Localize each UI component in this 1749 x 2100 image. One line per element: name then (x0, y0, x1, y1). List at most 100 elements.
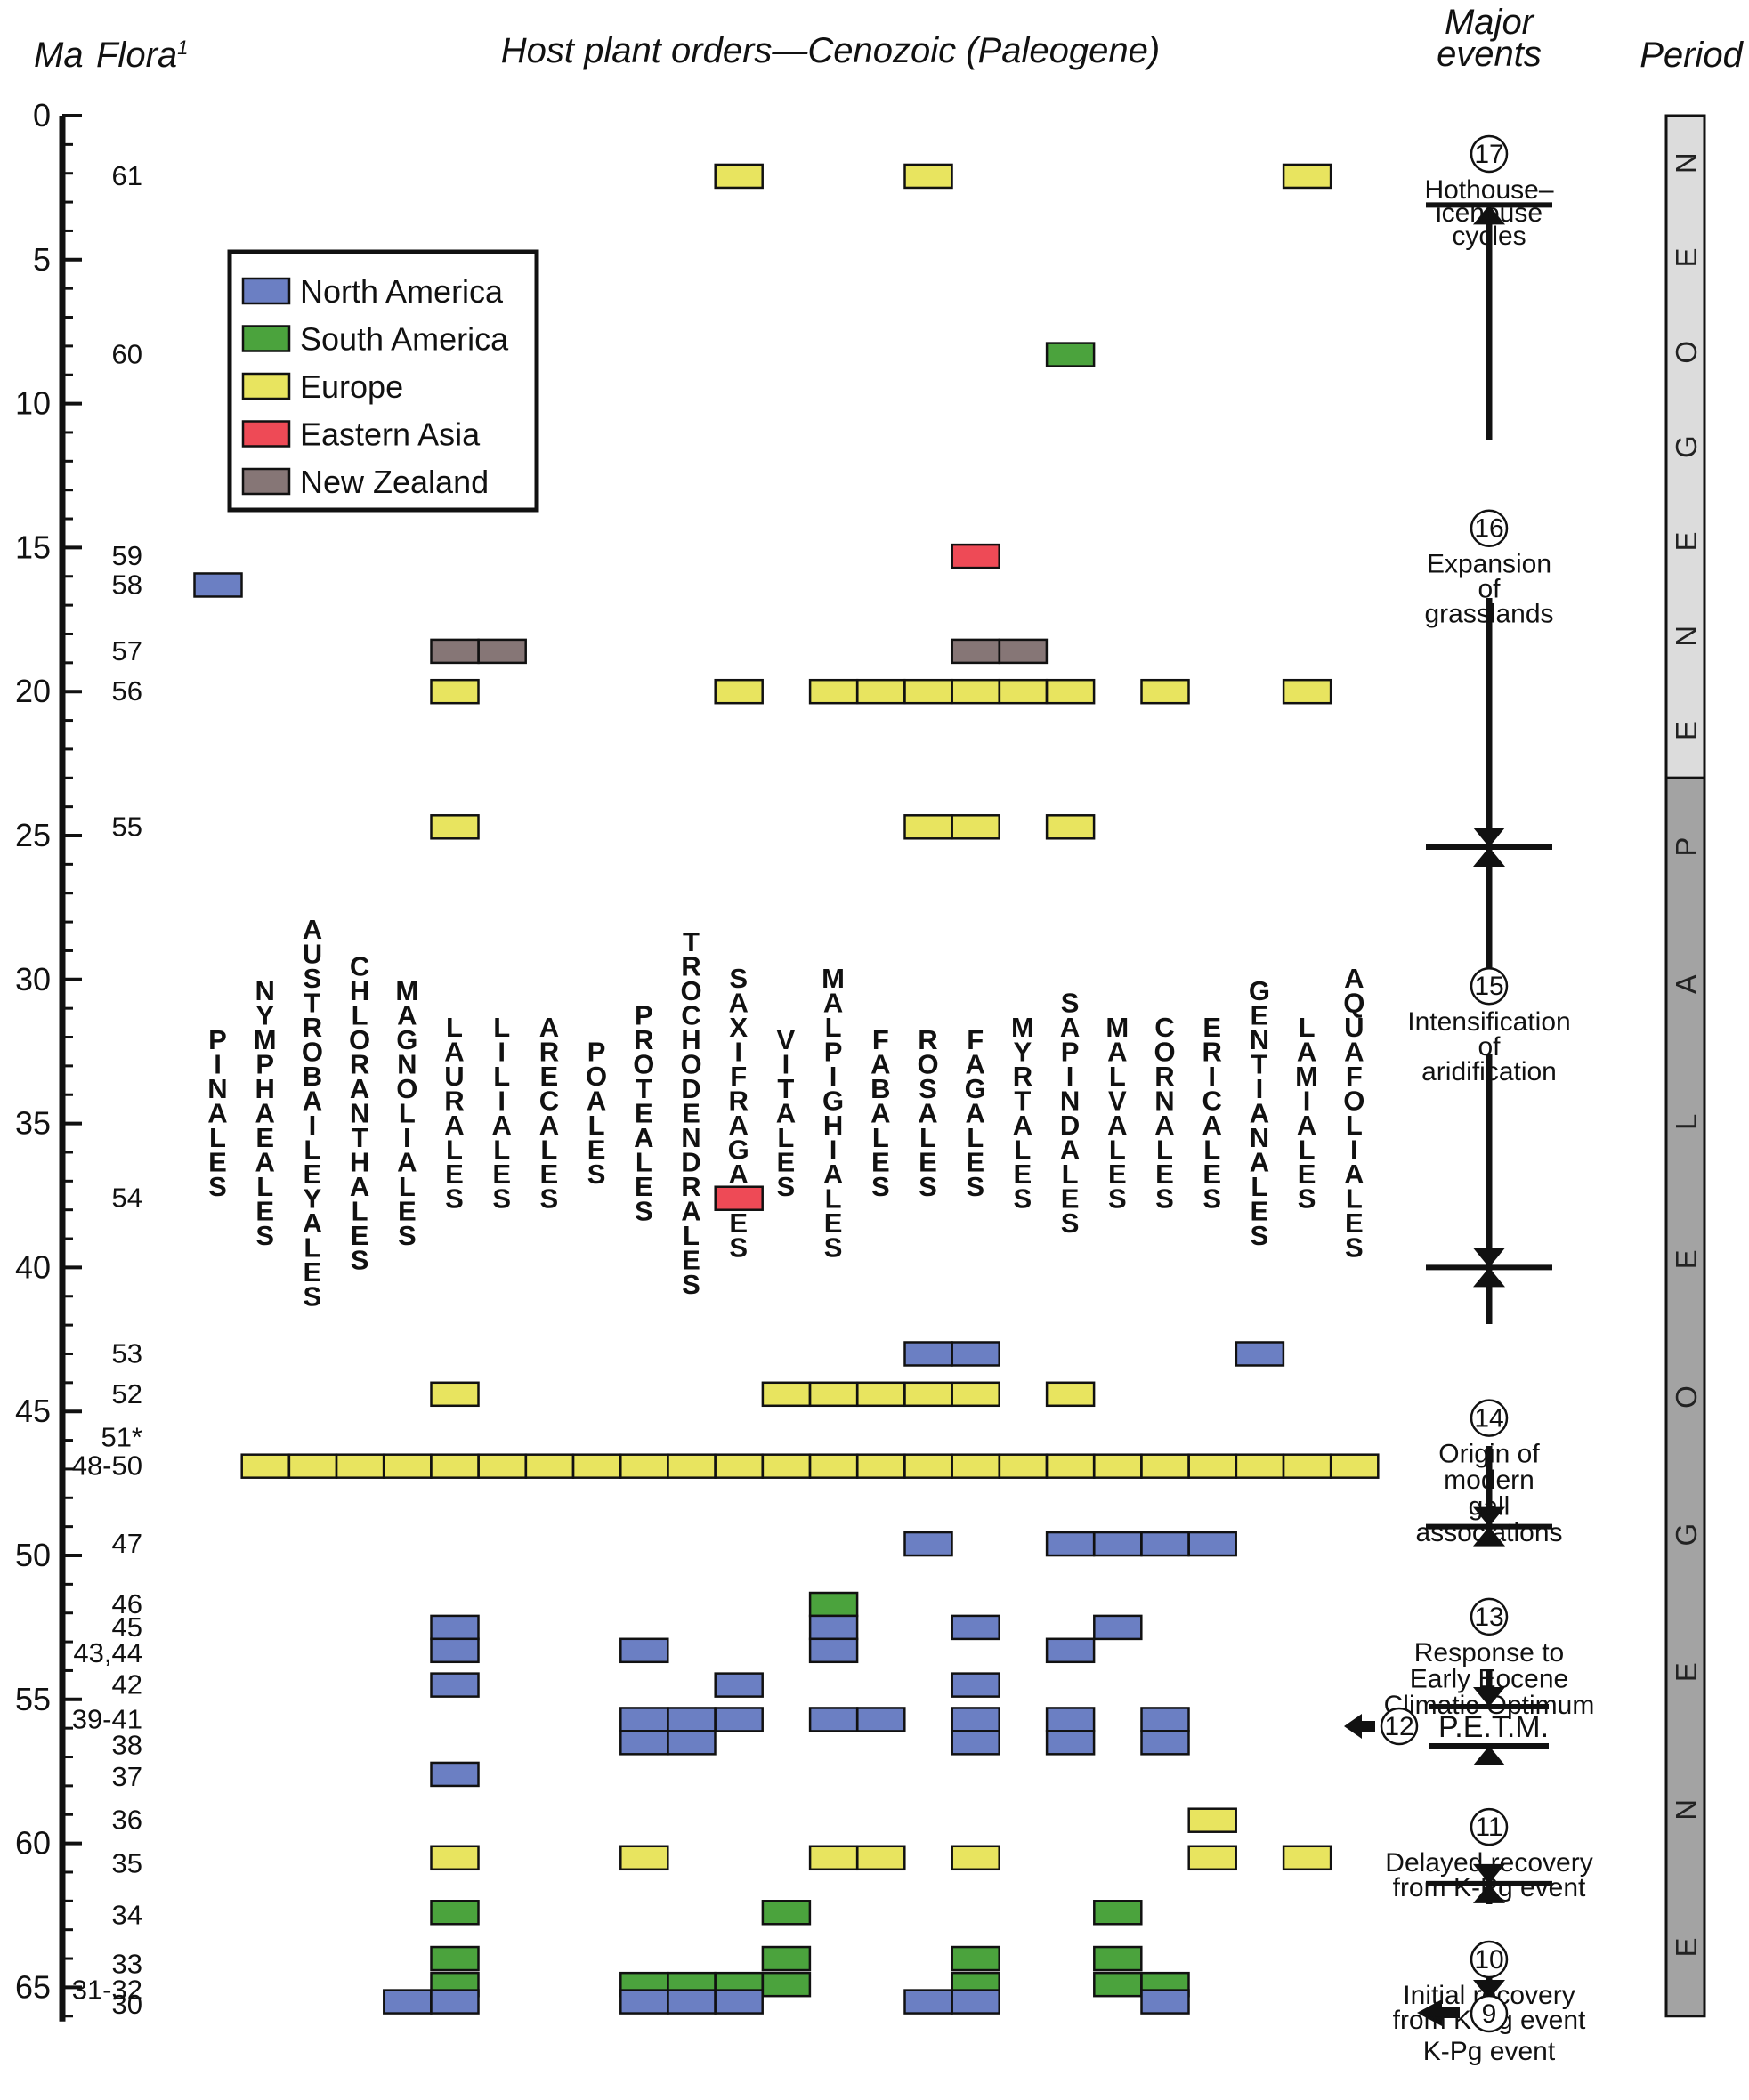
order-letter-ericales-5: L (1203, 1135, 1220, 1166)
order-letter-lamiales-7: S (1298, 1183, 1316, 1215)
order-letter-trochodendrales-0: T (683, 926, 700, 957)
order-letter-ericales-2: I (1208, 1061, 1216, 1092)
order-letter-fagales-1: A (966, 1048, 985, 1079)
event-number-circle-10 (1470, 1940, 1509, 1979)
order-letter-cornales-5: L (1156, 1135, 1173, 1166)
cell-cornales-20-eu (1140, 678, 1190, 705)
order-letter-nymphaeales-9: E (255, 1195, 274, 1226)
order-letter-rosales-1: O (917, 1048, 938, 1079)
order-letter-magnoliales-5: L (399, 1097, 416, 1128)
legend-label-south-america: South America (300, 321, 509, 358)
flora-label-34: 34 (112, 1900, 142, 1931)
order-letter-chloranthales-0: C (350, 950, 369, 981)
event-boundary-arrow-up-3_1 (1473, 205, 1505, 225)
order-letter-fabales-3: A (870, 1097, 890, 1128)
cell-laurales-53_3-na (430, 1637, 480, 1664)
cell-proteales-46_9-eu (619, 1453, 669, 1479)
cell-gentianales-46_9-eu (1235, 1453, 1285, 1479)
flora-label-42: 42 (112, 1669, 142, 1700)
order-letter-chloranthales-4: R (350, 1048, 369, 1079)
order-letter-austrobaileyales-14: E (304, 1256, 322, 1288)
cell-fagales-43-na (951, 1341, 1000, 1367)
order-letter-magnoliales-7: A (397, 1146, 417, 1177)
order-letter-myrtales-1: Y (1014, 1037, 1032, 1068)
period-letter-neogene-2: O (1670, 341, 1703, 364)
cell-magnoliales-46_9-eu (383, 1453, 433, 1479)
order-letter-saxifragales-4: F (730, 1061, 747, 1092)
cell-saxifragales-20-eu (714, 678, 764, 705)
order-letter-arecales-5: L (540, 1135, 557, 1166)
order-letter-rosales-2: S (919, 1073, 937, 1104)
cell-rosales-65_5-na (903, 1989, 953, 2015)
legend-swatch-south-america (241, 325, 291, 352)
cell-proteales-55_7-na (619, 1707, 669, 1732)
flora-label-59: 59 (112, 540, 142, 571)
legend-swatch-eastern-asia (241, 420, 291, 448)
cell-saxifragales-54_5-na (714, 1672, 764, 1698)
y-tick-label-0: 0 (33, 97, 51, 133)
order-letter-saxifragales-0: S (729, 963, 748, 994)
order-letter-austrobaileyales-15: S (304, 1281, 322, 1312)
order-letter-poales-0: P (587, 1037, 606, 1068)
event-9: 9 K-Pg event (1423, 1994, 1556, 2066)
order-letter-arecales-2: E (540, 1061, 559, 1092)
order-letter-malvales-1: A (1107, 1037, 1127, 1068)
order-letter-poales-1: O (586, 1061, 607, 1092)
order-letter-chloranthales-7: T (352, 1122, 368, 1153)
cell-malpighiales-51_7-sa (808, 1591, 859, 1618)
order-letter-ericales-3: C (1202, 1086, 1222, 1117)
cell-fagales-15_3-ea (951, 543, 1000, 569)
order-letter-proteales-2: O (633, 1048, 654, 1079)
cell-nymphaeales-46_9-eu (240, 1453, 290, 1479)
occurrence-cells (193, 163, 1380, 2015)
event-text-15-0: Intensification (1407, 1007, 1570, 1037)
event-number-circle-14 (1470, 1399, 1509, 1437)
order-letter-liliales-6: E (492, 1159, 511, 1190)
event-boundary-arrow-down-25_4 (1473, 827, 1505, 847)
order-letter-saxifragales-10: E (729, 1208, 748, 1239)
cell-fagales-56_5-na (951, 1730, 1000, 1756)
order-letter-saxifragales-2: X (729, 1012, 748, 1043)
cell-malvales-52_5-na (1093, 1614, 1143, 1641)
order-letter-pinales-0: P (208, 1024, 227, 1055)
order-letter-liliales-5: L (493, 1135, 510, 1166)
event-text-17-0: Hothouse– (1424, 175, 1553, 205)
order-letter-cornales-0: C (1154, 1012, 1174, 1043)
event-text-13-0: Response to (1414, 1638, 1564, 1668)
order-letter-liliales-3: I (498, 1086, 506, 1117)
order-letter-myrtales-0: M (1011, 1012, 1034, 1043)
event-number-circle-13 (1470, 1597, 1509, 1636)
order-letter-lamiales-1: A (1297, 1037, 1316, 1068)
cell-ericales-49_6-na (1187, 1531, 1237, 1557)
order-letter-pinales-5: E (208, 1146, 227, 1177)
order-letter-proteales-0: P (635, 999, 653, 1030)
cell-fabales-20-eu (856, 678, 906, 705)
event-number-14: 14 (1474, 1404, 1503, 1434)
order-letter-gentianales-7: A (1250, 1146, 1269, 1177)
event-number-circle-16 (1470, 509, 1509, 547)
order-letter-malpighiales-4: I (830, 1061, 838, 1092)
order-letter-malvales-4: A (1107, 1110, 1127, 1141)
flora-label-61: 61 (112, 160, 142, 191)
cell-sapindales-8_3-sa (1045, 342, 1096, 368)
order-letter-vitales-2: T (777, 1073, 794, 1104)
event-text-14-3: associations (1415, 1518, 1562, 1547)
order-letter-austrobaileyales-6: B (303, 1061, 322, 1092)
cell-myrtales-20-eu (998, 678, 1049, 705)
cell-arecales-46_9-eu (524, 1453, 575, 1479)
order-letter-laurales-0: L (446, 1012, 463, 1043)
order-letter-trochodendrales-8: N (681, 1122, 700, 1153)
period-letter-paleogene-7: N (1670, 1799, 1703, 1821)
event-text-17-2: cycles (1452, 222, 1526, 251)
order-letter-gentianales-4: I (1256, 1073, 1264, 1104)
flora-label-54: 54 (112, 1183, 142, 1214)
order-letter-aquafoliales-1: Q (1343, 988, 1364, 1019)
order-letter-trochodendrales-4: H (681, 1024, 700, 1055)
order-letter-gentianales-5: A (1250, 1097, 1269, 1128)
